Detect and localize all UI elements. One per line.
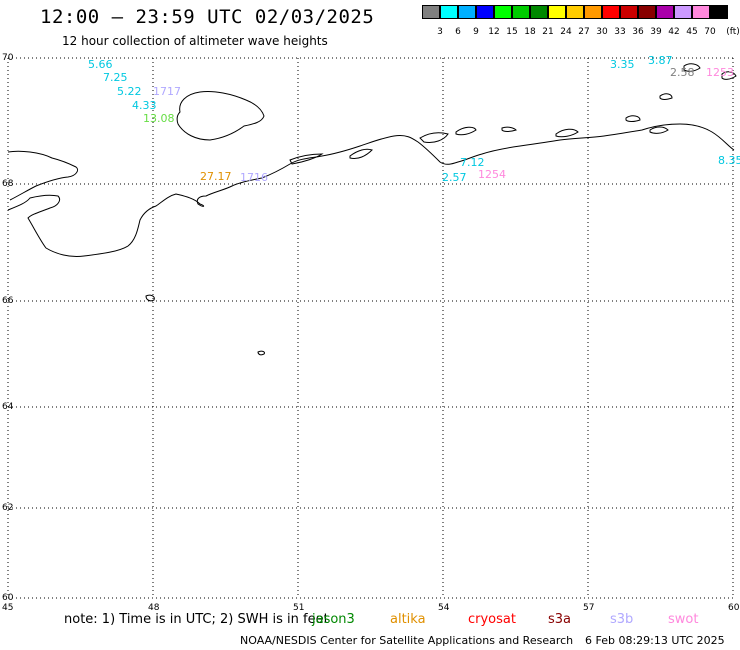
colorbar-swatch [476, 5, 494, 19]
colorbar-label: 27 [578, 27, 590, 37]
island-east-3 [419, 132, 449, 143]
chart-title: 12:00 – 23:59 UTC 02/03/2025 [40, 6, 375, 28]
colorbar-swatch [602, 5, 620, 19]
colorbar-swatch [440, 5, 458, 19]
colorbar-swatch [674, 5, 692, 19]
footer-timestamp: 6 Feb 08:29:13 UTC 2025 [585, 634, 725, 647]
colorbar-swatch [548, 5, 566, 19]
wave-height-label: 27.17 [200, 170, 232, 183]
colorbar-label: 21 [542, 27, 554, 37]
lat-tick-label: 62 [2, 503, 13, 513]
lat-tick-label: 68 [2, 179, 14, 189]
colorbar-label: 6 [455, 27, 461, 37]
satellite-legend-item: swot [668, 612, 699, 627]
colorbar-label: 15 [506, 27, 518, 37]
island-ne-2 [683, 63, 701, 72]
satellite-legend-item: altika [390, 612, 426, 627]
island-east-1 [289, 153, 324, 165]
colorbar-swatch [494, 5, 512, 19]
colorbar-label: 70 [704, 27, 716, 37]
wave-height-label: 5.66 [88, 58, 113, 71]
lat-tick-label: 70 [2, 53, 14, 63]
colorbar-unit: (ft) [726, 27, 740, 37]
island-small-2 [257, 350, 265, 356]
wave-height-label: 8.35 [718, 154, 740, 167]
island-ne-1 [659, 93, 673, 100]
satellite-legend-item: cryosat [468, 612, 516, 627]
colorbar-label: 9 [473, 27, 479, 37]
colorbar-swatch [512, 5, 530, 19]
colorbar-swatch [692, 5, 710, 19]
lon-tick-label: 51 [293, 603, 304, 613]
island-east-4 [455, 126, 477, 136]
lat-tick-label: 60 [2, 593, 14, 603]
lon-tick-label: 48 [148, 603, 160, 613]
colorbar-label: 24 [560, 27, 572, 37]
colorbar-label: 3 [437, 27, 443, 37]
colorbar-swatch [638, 5, 656, 19]
coastline [7, 63, 737, 356]
wave-height-label: 13.08 [143, 112, 175, 125]
colorbar-label: 12 [488, 27, 500, 37]
lat-tick-label: 64 [2, 402, 14, 412]
satellite-legend-item: s3b [610, 612, 634, 627]
wave-height-label: 7.25 [103, 71, 128, 84]
colorbar-label: 30 [596, 27, 608, 37]
island-ne-3 [721, 71, 737, 80]
lon-tick-label: 54 [438, 603, 450, 613]
mainland-coast [7, 123, 735, 257]
colorbar-label: 33 [614, 27, 626, 37]
wave-height-label: 1254 [478, 168, 506, 181]
lon-tick-label: 45 [2, 603, 13, 613]
colorbar-label: 18 [524, 27, 536, 37]
wave-height-label: 1717 [153, 85, 181, 98]
colorbar-label: 45 [686, 27, 698, 37]
wave-height-label: 1253 [706, 66, 734, 79]
wave-height-label: 3.87 [648, 54, 673, 67]
wave-height-label: 4.33 [132, 99, 157, 112]
colorbar-swatch [422, 5, 440, 19]
lon-tick-label: 57 [583, 603, 594, 613]
chart-subtitle: 12 hour collection of altimeter wave hei… [62, 34, 328, 48]
colorbar-swatch [710, 5, 728, 19]
wave-height-label: 2.57 [442, 171, 467, 184]
satellite-legend-item: jason3 [312, 612, 355, 627]
colorbar-swatch [656, 5, 674, 19]
footer-source: NOAA/NESDIS Center for Satellite Applica… [240, 634, 574, 647]
island-small-1 [145, 294, 155, 302]
colorbar-swatch [458, 5, 476, 19]
wave-height-label: 7.12 [460, 156, 485, 169]
colorbar-label: 36 [632, 27, 644, 37]
colorbar-swatch [530, 5, 548, 19]
wave-height-label: 1716 [240, 171, 268, 184]
lon-tick-label: 60 [728, 603, 740, 613]
island-east-6 [555, 128, 579, 138]
island-east-2 [349, 148, 373, 159]
island-ne-4 [625, 115, 641, 122]
satellite-legend-item: s3a [548, 612, 572, 627]
wave-height-label: 2.58 [670, 66, 695, 79]
colorbar-label: 39 [650, 27, 662, 37]
map-grid: 45 48 51 54 57 60 70 68 66 64 62 60 [2, 53, 740, 613]
wave-height-label: 3.35 [610, 58, 635, 71]
legend-note: note: 1) Time is in UTC; 2) SWH is in fe… [64, 612, 329, 627]
colorbar-swatch [584, 5, 602, 19]
colorbar-swatch [566, 5, 584, 19]
colorbar-swatch [620, 5, 638, 19]
novaya-zemlya-island [176, 91, 265, 141]
colorbar-label: 42 [668, 27, 680, 37]
wave-height-label: 5.22 [117, 85, 142, 98]
island-east-5 [501, 126, 517, 132]
island-east-7 [649, 126, 669, 134]
lat-tick-label: 66 [2, 296, 14, 306]
